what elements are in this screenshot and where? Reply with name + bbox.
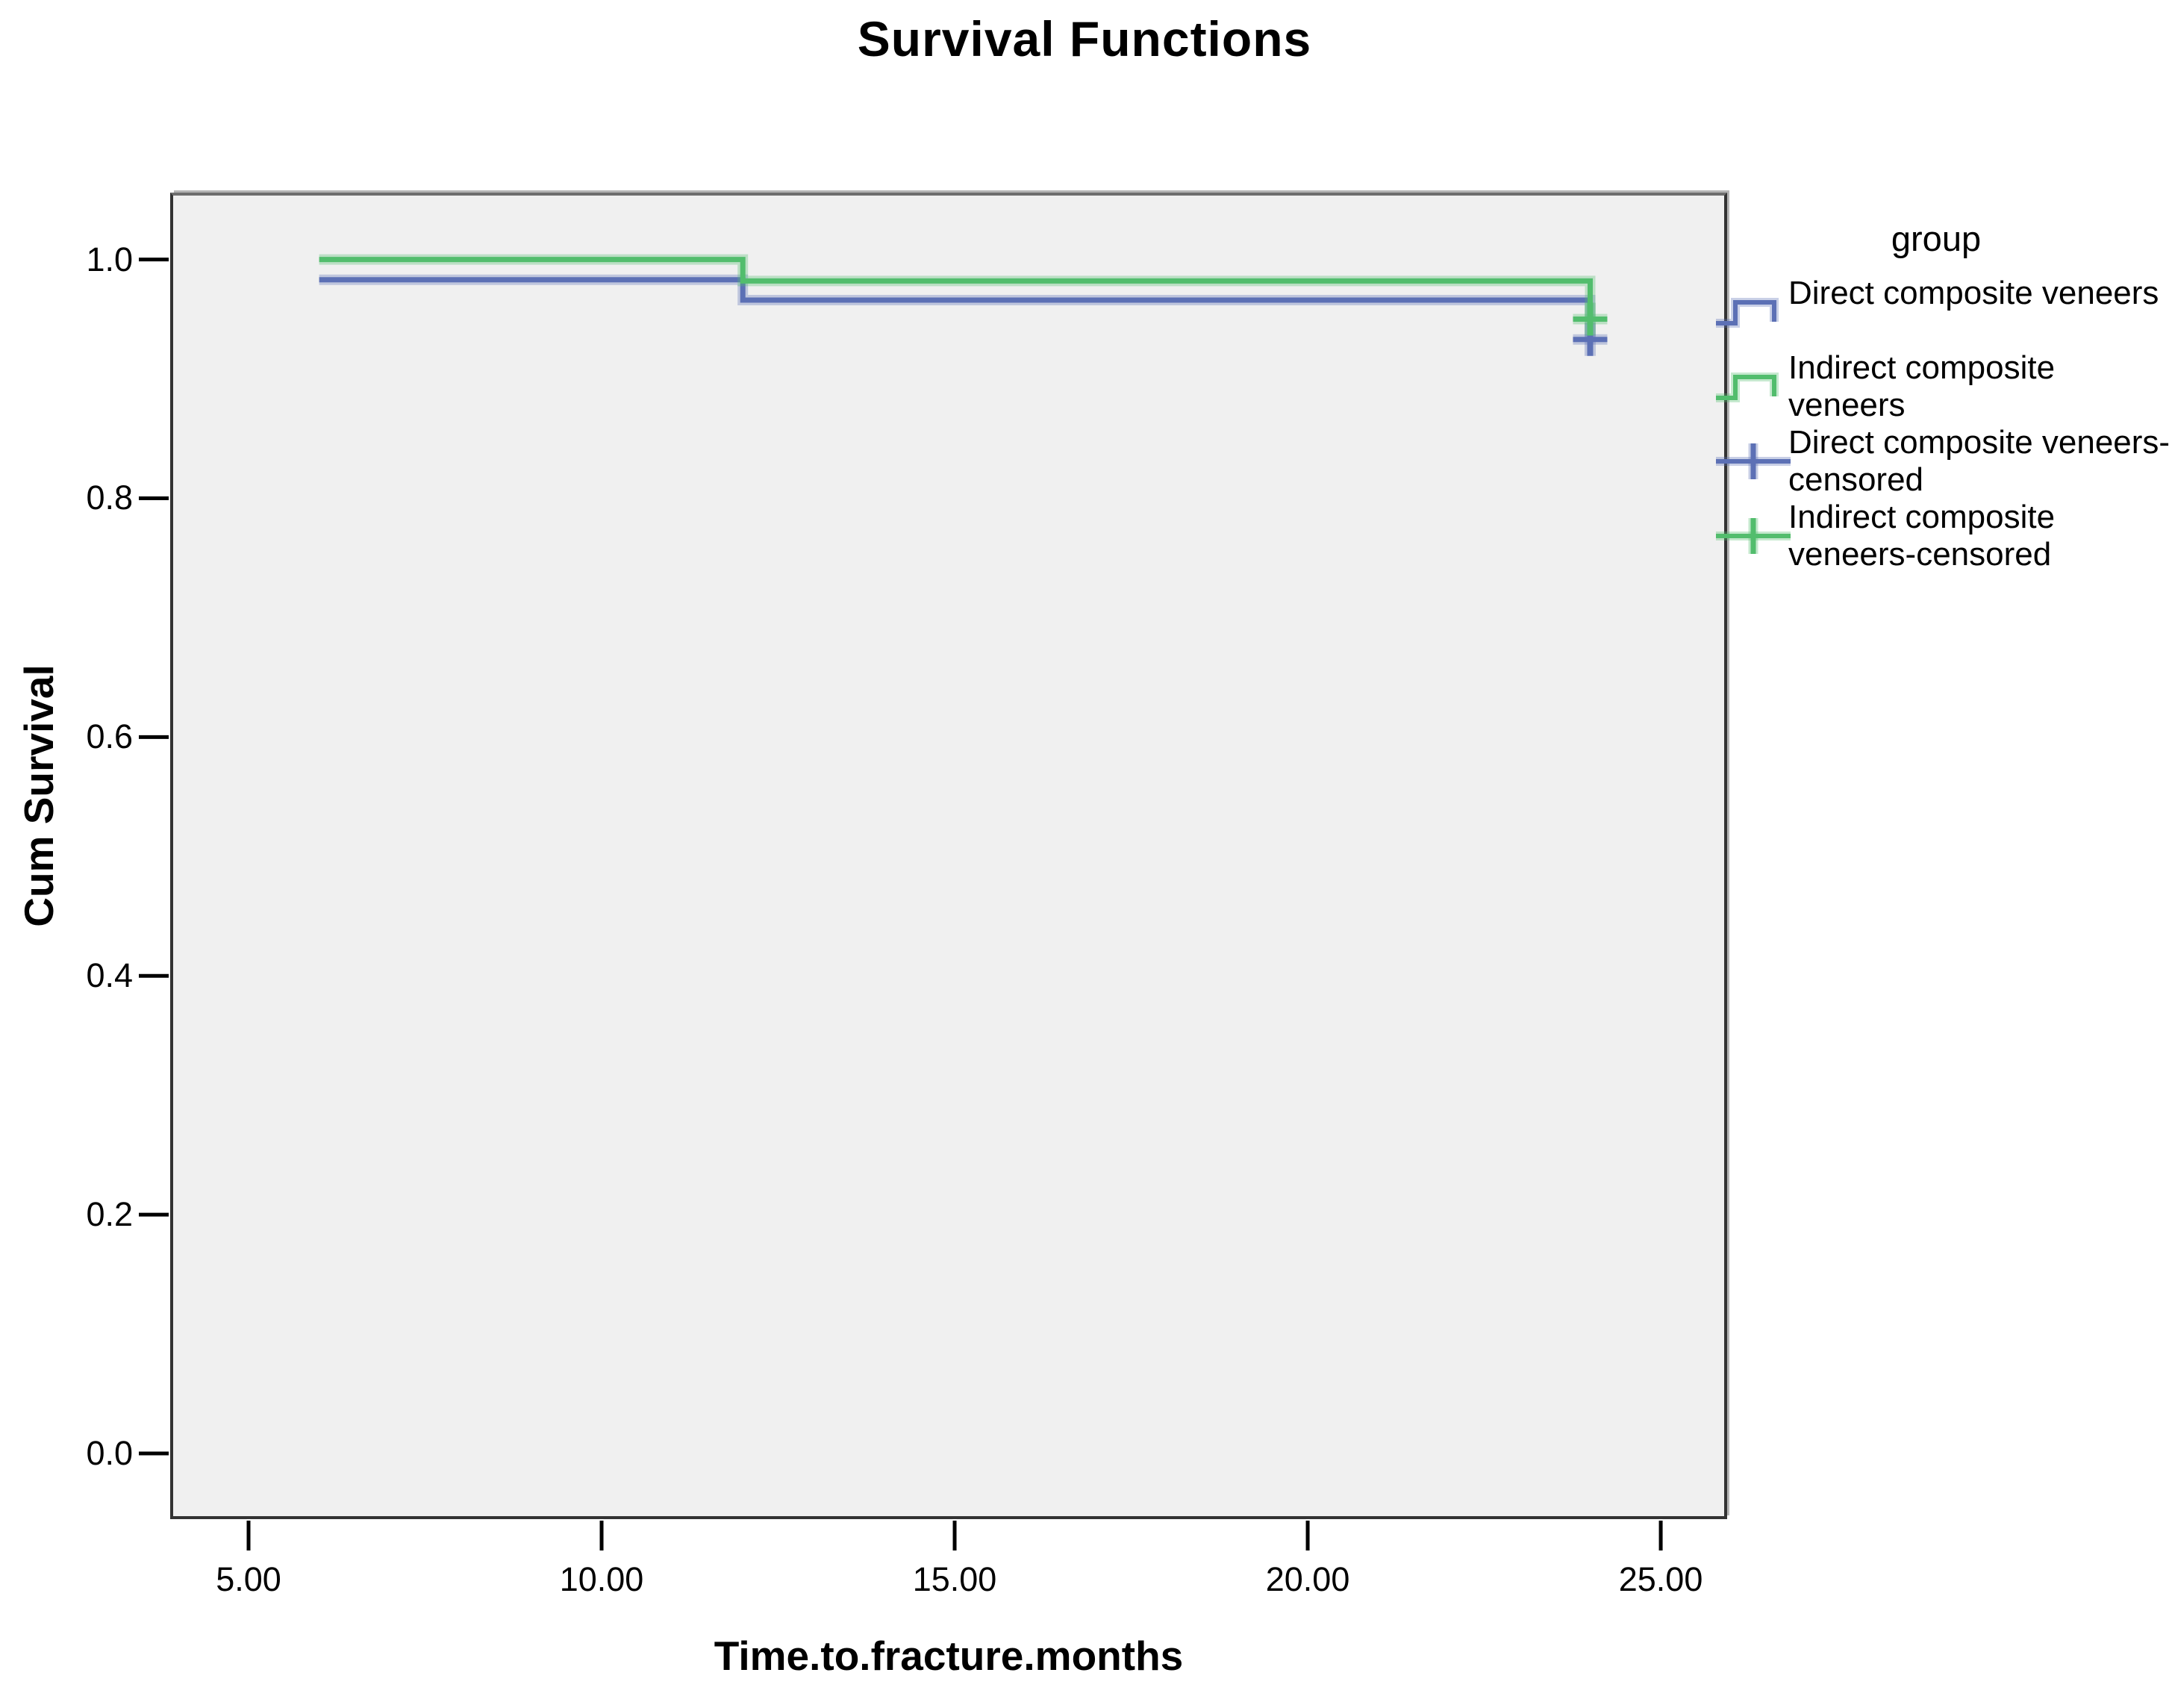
legend-item-label: Indirect composite veneers: [1788, 349, 2056, 423]
legend-item: Direct composite veneers: [1716, 275, 2169, 349]
y-tick-label: 1.0: [86, 240, 133, 278]
y-tick-label: 0.6: [86, 717, 133, 756]
legend-item-label: Direct composite veneers: [1788, 275, 2159, 311]
step-line-marker-icon: [1716, 373, 1779, 402]
y-tick-label: 0.2: [86, 1195, 133, 1234]
legend-items: Direct composite veneers Indirect composi…: [1716, 275, 2169, 573]
x-tick-label: 20.00: [1265, 1560, 1350, 1598]
x-tick-label: 25.00: [1618, 1560, 1703, 1598]
legend-item: Indirect composite veneers: [1716, 349, 2169, 424]
x-tick-label: 5.00: [216, 1560, 281, 1598]
x-axis-title: Time.to.fracture.months: [714, 1633, 1184, 1679]
censored-plus-marker-icon: [1716, 443, 1791, 479]
legend-item: Direct composite veneers-censored: [1716, 424, 2169, 499]
x-tick-label: 15.00: [912, 1560, 997, 1598]
legend-title: group: [1891, 219, 1982, 258]
step-line-marker-icon: [1716, 298, 1779, 328]
censored-plus-marker-icon: [1716, 518, 1791, 554]
y-axis-title: Cum Survival: [16, 664, 62, 927]
y-tick-label: 0.4: [86, 956, 133, 995]
x-tick-label: 10.00: [559, 1560, 644, 1598]
y-tick-label: 0.0: [86, 1434, 133, 1473]
plot-area: [170, 193, 1727, 1519]
legend-item-label: Direct composite veneers-censored: [1788, 424, 2169, 498]
y-tick-label: 0.8: [86, 479, 133, 517]
chart-title: Survival Functions: [857, 11, 1312, 66]
legend-item-label: Indirect composite veneers-censored: [1788, 499, 2056, 573]
legend-item: Indirect composite veneers-censored: [1716, 499, 2169, 573]
